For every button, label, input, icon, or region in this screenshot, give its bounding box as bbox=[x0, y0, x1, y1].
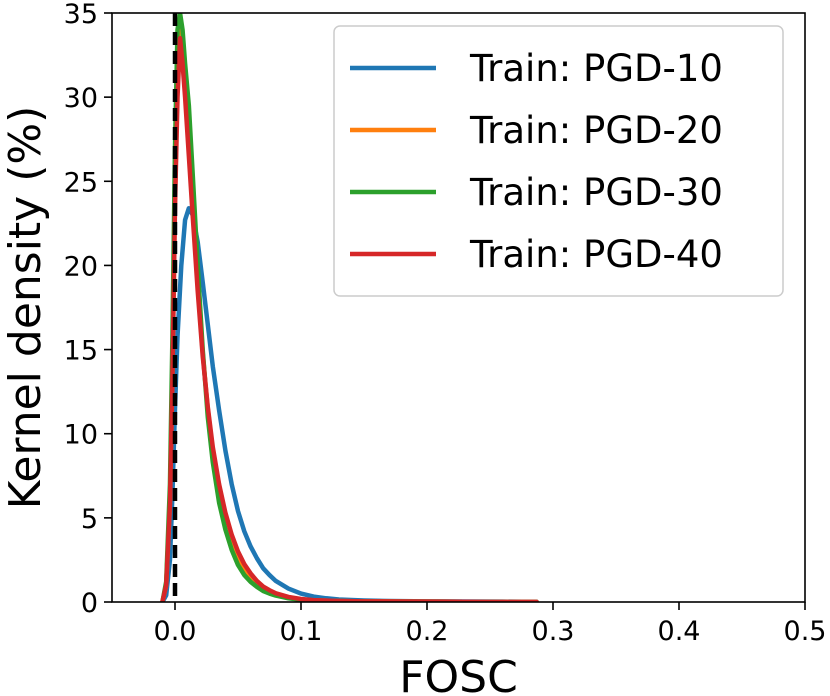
x-axis-ticks: 0.0 0.1 0.2 0.3 0.4 0.5 bbox=[154, 602, 827, 647]
legend-label-2: Train: PGD-20 bbox=[469, 109, 723, 152]
x-tick-label: 0.1 bbox=[280, 616, 323, 647]
x-tick-label: 0.4 bbox=[658, 616, 701, 647]
x-tick-label: 0.3 bbox=[532, 616, 575, 647]
series-line-4 bbox=[160, 35, 539, 602]
series-layer bbox=[160, 13, 539, 602]
y-tick-label: 5 bbox=[81, 504, 98, 535]
y-axis-label: Kernel density (%) bbox=[0, 106, 51, 510]
legend-box bbox=[333, 25, 784, 297]
y-tick-label: 10 bbox=[64, 420, 98, 451]
x-tick-label: 0.0 bbox=[154, 616, 197, 647]
y-tick-label: 15 bbox=[64, 336, 98, 367]
legend: Train: PGD-10 Train: PGD-20 Train: PGD-30 T… bbox=[333, 25, 784, 297]
y-tick-label: 25 bbox=[64, 167, 98, 198]
legend-label-4: Train: PGD-40 bbox=[469, 233, 723, 276]
x-axis-label: FOSC bbox=[399, 652, 518, 696]
x-tick-label: 0.2 bbox=[406, 616, 449, 647]
legend-label-1: Train: PGD-10 bbox=[469, 47, 723, 90]
legend-label-3: Train: PGD-30 bbox=[469, 171, 723, 214]
y-tick-label: 20 bbox=[64, 251, 98, 282]
y-tick-label: 35 bbox=[64, 0, 98, 30]
y-tick-label: 30 bbox=[64, 83, 98, 114]
x-tick-label: 0.5 bbox=[784, 616, 827, 647]
y-tick-label: 0 bbox=[81, 588, 98, 619]
y-axis-ticks: 0 5 10 15 20 25 30 35 bbox=[64, 0, 112, 619]
plot-frame bbox=[111, 12, 806, 603]
